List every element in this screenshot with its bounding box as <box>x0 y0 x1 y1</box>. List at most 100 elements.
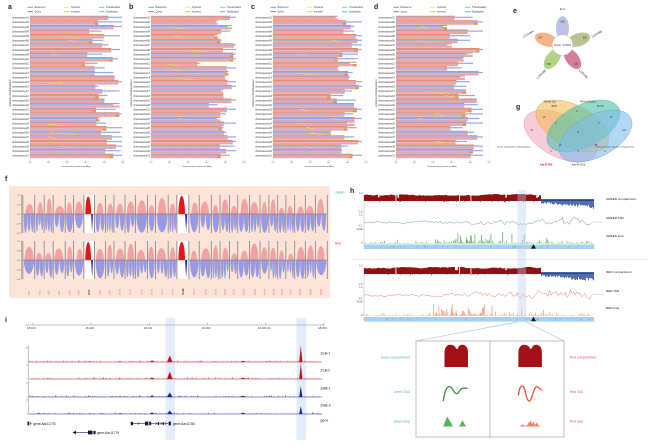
svg-text:chromosome22: chromosome22 <box>133 113 150 116</box>
svg-text:Red TAD: Red TAD <box>570 390 584 394</box>
svg-text:chromosome04: chromosome04 <box>133 30 150 33</box>
svg-text:chromosome17: chromosome17 <box>378 90 395 93</box>
svg-text:chromosome04: chromosome04 <box>378 30 395 33</box>
svg-text:chromosome16: chromosome16 <box>378 86 395 89</box>
svg-text:12: 12 <box>26 348 28 350</box>
svg-text:4e7: 4e7 <box>103 162 107 164</box>
svg-text:chromosome18: chromosome18 <box>255 95 272 98</box>
svg-text:6: 6 <box>577 150 579 153</box>
svg-text:chromosome31: chromosome31 <box>378 155 395 158</box>
svg-text:18,100: 18,100 <box>27 326 36 330</box>
svg-text:Query: Query <box>35 11 42 14</box>
svg-text:GREEN compartment: GREEN compartment <box>606 197 636 201</box>
svg-text:5e7: 5e7 <box>121 162 125 164</box>
svg-text:0.0: 0.0 <box>272 162 276 164</box>
svg-text:Translocation: Translocation <box>227 6 242 9</box>
svg-text:3e7: 3e7 <box>205 162 209 164</box>
svg-text:chr7: chr7 <box>88 289 91 295</box>
svg-text:chr15: chr15 <box>172 288 175 295</box>
svg-text:chromosome30: chromosome30 <box>133 150 150 153</box>
svg-text:chromosome07: chromosome07 <box>255 44 272 47</box>
svg-text:chromosome12: chromosome12 <box>378 67 395 70</box>
svg-text:chromosome31: chromosome31 <box>12 155 29 158</box>
svg-text:3e7: 3e7 <box>450 162 454 164</box>
svg-text:2: 2 <box>550 150 552 153</box>
svg-text:ZHB-1: ZHB-1 <box>320 387 330 391</box>
svg-text:chr22: chr22 <box>243 288 246 295</box>
svg-text:1e7: 1e7 <box>168 162 172 164</box>
svg-text:0: 0 <box>27 397 28 399</box>
svg-text:chr12: chr12 <box>140 288 143 295</box>
svg-text:Core: 17924: Core: 17924 <box>554 43 571 47</box>
svg-text:chromosome07: chromosome07 <box>12 44 29 47</box>
svg-text:chromosome22: chromosome22 <box>378 113 395 116</box>
svg-text:chromosome13: chromosome13 <box>12 72 29 75</box>
svg-text:LCDro8B: LCDro8B <box>536 68 547 79</box>
svg-text:LCDro8A: LCDro8A <box>522 29 534 38</box>
svg-text:0.0: 0.0 <box>150 162 154 164</box>
svg-text:4e7: 4e7 <box>469 162 473 164</box>
svg-text:chromosome28: chromosome28 <box>133 141 150 144</box>
svg-text:chromosome11: chromosome11 <box>378 63 395 66</box>
svg-text:Red compartment: Red compartment <box>570 356 596 360</box>
svg-text:chr5: chr5 <box>68 290 71 295</box>
svg-text:chromosome19: chromosome19 <box>133 99 150 102</box>
svg-text:1.0: 1.0 <box>17 195 21 197</box>
svg-text:51: 51 <box>531 129 534 132</box>
svg-text:Reference: Reference <box>401 6 413 9</box>
svg-text:chr17: chr17 <box>193 288 196 295</box>
svg-text:chr18: chr18 <box>204 288 207 295</box>
svg-text:RH-hr Down: RH-hr Down <box>580 100 596 104</box>
svg-text:chromosome30: chromosome30 <box>255 150 272 153</box>
svg-text:6: 6 <box>577 131 579 134</box>
svg-text:chromosome22: chromosome22 <box>12 113 29 116</box>
svg-text:gene:Aar11779: gene:Aar11779 <box>97 431 119 435</box>
svg-text:reference chromosome id: reference chromosome id <box>375 79 378 107</box>
svg-text:5e7: 5e7 <box>487 162 491 164</box>
svg-text:chromosome15: chromosome15 <box>378 81 395 84</box>
svg-text:chromosome08: chromosome08 <box>133 49 150 52</box>
svg-text:Translocation: Translocation <box>106 6 121 9</box>
svg-text:chromosome24: chromosome24 <box>255 122 272 125</box>
svg-text:chromosome04: chromosome04 <box>12 30 29 33</box>
svg-text:chromosome14: chromosome14 <box>378 76 395 79</box>
svg-text:2e7: 2e7 <box>432 162 436 164</box>
svg-text:ZHB-2: ZHB-2 <box>320 404 330 408</box>
svg-text:Green TAD: Green TAD <box>394 390 411 394</box>
svg-text:chromosome01: chromosome01 <box>255 17 272 20</box>
svg-text:chromosome17: chromosome17 <box>133 90 150 93</box>
svg-text:5e7: 5e7 <box>242 162 246 164</box>
svg-text:Translocation: Translocation <box>472 6 487 9</box>
svg-text:chromosome26: chromosome26 <box>12 132 29 135</box>
svg-text:332: 332 <box>574 63 579 66</box>
svg-text:chromosome05: chromosome05 <box>133 35 150 38</box>
svg-text:chromosome05: chromosome05 <box>12 35 29 38</box>
svg-text:chr26: chr26 <box>281 288 284 295</box>
svg-text:chromosome18: chromosome18 <box>378 95 395 98</box>
svg-text:25: 25 <box>543 116 546 119</box>
svg-text:chromosome06: chromosome06 <box>133 40 150 43</box>
svg-text:chromosome18: chromosome18 <box>133 95 150 98</box>
svg-text:6: 6 <box>576 110 578 113</box>
svg-text:1.1: 1.1 <box>359 287 363 289</box>
svg-text:chr27: chr27 <box>289 288 292 295</box>
svg-text:Inverted: Inverted <box>314 11 323 14</box>
svg-text:i: i <box>5 317 7 324</box>
svg-text:chromosome position (in Mbp): chromosome position (in Mbp) <box>182 165 212 168</box>
svg-text:chromosome19: chromosome19 <box>12 99 29 102</box>
svg-text:chromosome09: chromosome09 <box>133 53 150 56</box>
svg-text:0.0: 0.0 <box>395 162 399 164</box>
svg-text:3e7: 3e7 <box>327 162 331 164</box>
svg-text:1e7: 1e7 <box>47 162 51 164</box>
svg-text:chromosome08: chromosome08 <box>255 49 272 52</box>
svg-text:chromosome24: chromosome24 <box>378 122 395 125</box>
svg-text:c: c <box>251 4 255 11</box>
svg-text:chromosome05: chromosome05 <box>378 35 395 38</box>
svg-text:chr16: chr16 <box>182 288 185 295</box>
svg-text:4e7: 4e7 <box>346 162 350 164</box>
svg-text:chromosome25: chromosome25 <box>133 127 150 130</box>
svg-text:0: 0 <box>27 379 28 381</box>
svg-text:chr9: chr9 <box>109 290 112 295</box>
svg-text:chromosome05: chromosome05 <box>255 35 272 38</box>
svg-text:chromosome19: chromosome19 <box>255 99 272 102</box>
